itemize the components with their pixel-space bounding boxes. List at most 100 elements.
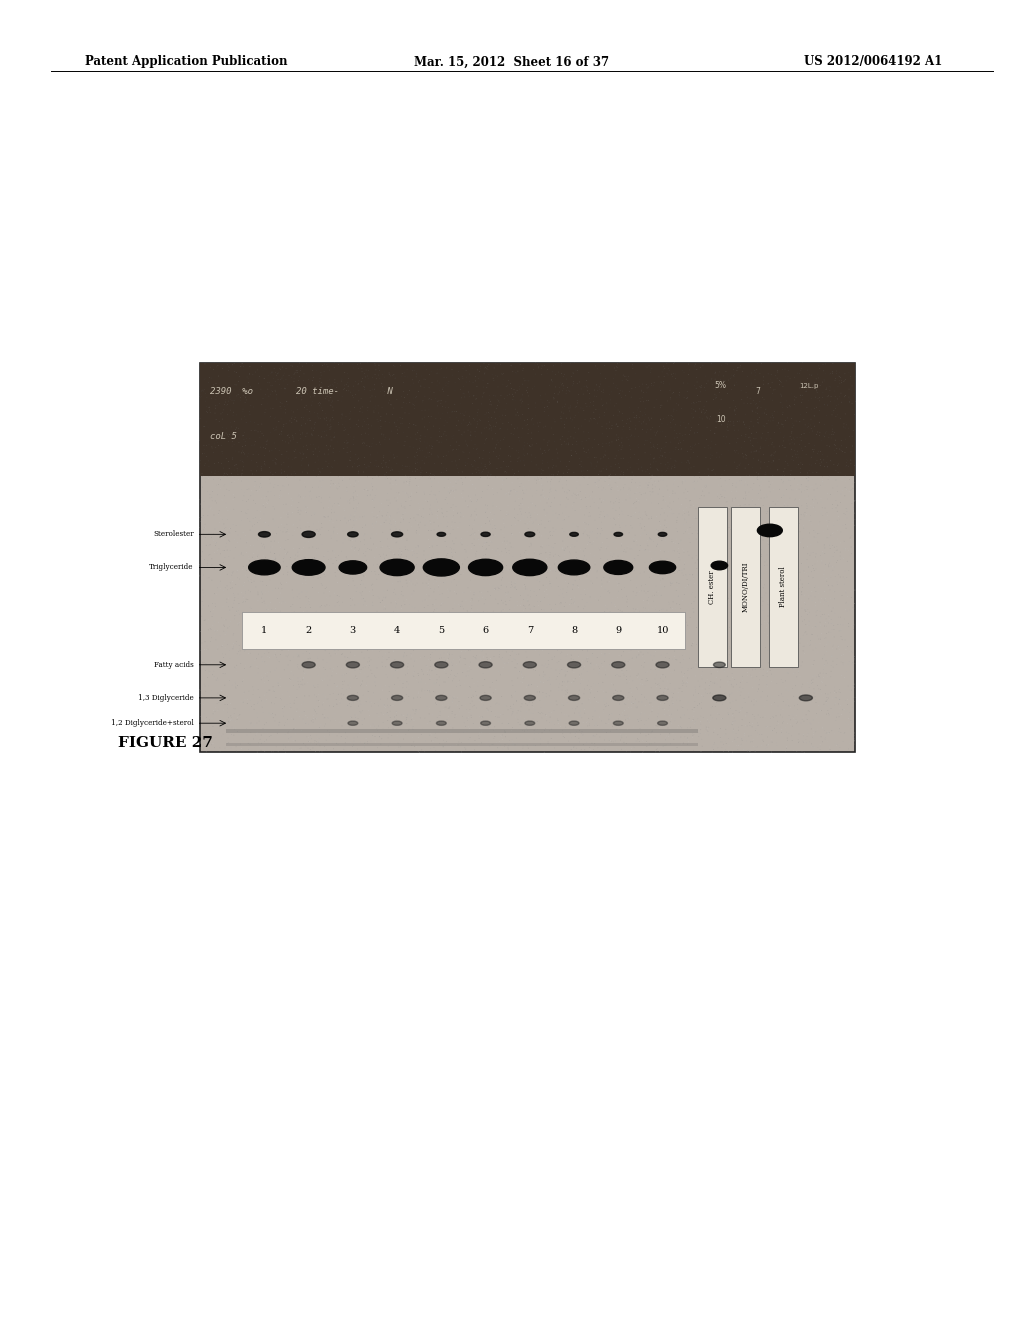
Point <box>232 391 249 412</box>
Point <box>574 640 591 661</box>
Point <box>675 372 691 393</box>
Point <box>420 649 436 671</box>
Point <box>822 368 839 389</box>
Point <box>493 519 509 540</box>
Point <box>841 380 857 401</box>
Point <box>628 627 644 648</box>
Point <box>800 359 816 380</box>
Ellipse shape <box>658 532 667 536</box>
Point <box>520 626 537 647</box>
Point <box>435 380 452 401</box>
Point <box>341 648 357 669</box>
Point <box>219 360 236 381</box>
Point <box>223 471 240 492</box>
Point <box>571 363 588 384</box>
Point <box>506 577 522 598</box>
Point <box>259 564 275 585</box>
Point <box>263 457 280 478</box>
Point <box>438 536 455 557</box>
Point <box>216 400 232 421</box>
Point <box>844 536 860 557</box>
Point <box>469 376 485 397</box>
Point <box>597 430 613 451</box>
Point <box>564 578 581 599</box>
Point <box>755 590 771 611</box>
Point <box>767 444 783 465</box>
Point <box>387 516 403 537</box>
Point <box>266 433 283 454</box>
Point <box>270 578 287 599</box>
Point <box>768 705 784 726</box>
Point <box>611 434 628 455</box>
Point <box>398 426 415 447</box>
Point <box>330 445 346 466</box>
Point <box>340 574 356 595</box>
Point <box>456 648 472 669</box>
Point <box>811 446 827 467</box>
Point <box>288 362 304 383</box>
Point <box>498 409 514 430</box>
Point <box>620 589 636 610</box>
Point <box>387 387 403 408</box>
Point <box>624 681 640 702</box>
Point <box>593 502 609 523</box>
Point <box>827 436 844 457</box>
Point <box>637 675 653 696</box>
Point <box>481 389 498 411</box>
Point <box>601 436 617 457</box>
Point <box>816 644 833 665</box>
Point <box>382 451 398 473</box>
Point <box>534 655 550 676</box>
Point <box>304 610 321 631</box>
Point <box>529 454 546 475</box>
Point <box>217 411 233 432</box>
Point <box>607 665 624 686</box>
Point <box>527 623 544 644</box>
Point <box>638 725 654 746</box>
Point <box>459 404 475 425</box>
Point <box>312 393 329 414</box>
Point <box>622 623 638 644</box>
Point <box>349 383 366 404</box>
Point <box>622 484 638 506</box>
Point <box>706 389 722 411</box>
Point <box>482 548 499 569</box>
Point <box>616 705 633 726</box>
Point <box>230 705 247 726</box>
Point <box>548 519 564 540</box>
Point <box>823 609 840 630</box>
Point <box>500 504 516 525</box>
Point <box>787 387 804 408</box>
Point <box>228 404 245 425</box>
Point <box>454 424 470 445</box>
Point <box>839 566 855 587</box>
Point <box>657 564 674 585</box>
Point <box>539 492 555 513</box>
Point <box>719 553 735 574</box>
Point <box>538 618 554 639</box>
Point <box>250 581 266 602</box>
Point <box>429 401 445 422</box>
Point <box>664 459 680 480</box>
Point <box>226 458 243 479</box>
Point <box>424 396 440 417</box>
Point <box>828 411 845 432</box>
Point <box>238 655 254 676</box>
Point <box>335 392 351 413</box>
Point <box>622 396 638 417</box>
Point <box>680 441 696 462</box>
Point <box>256 537 272 558</box>
Point <box>834 425 850 446</box>
Point <box>821 363 838 384</box>
Point <box>557 665 573 686</box>
Point <box>592 540 608 561</box>
Point <box>605 689 622 710</box>
Point <box>236 457 252 478</box>
Point <box>220 356 237 378</box>
Point <box>628 360 644 381</box>
Point <box>535 364 551 385</box>
Point <box>471 457 487 478</box>
Point <box>509 401 525 422</box>
Point <box>679 483 695 504</box>
Point <box>554 694 570 715</box>
